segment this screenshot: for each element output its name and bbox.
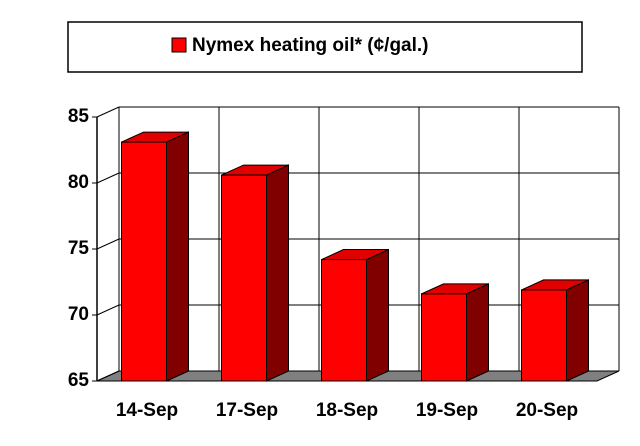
x-tick-label: 20-Sep bbox=[516, 400, 578, 421]
grid-line bbox=[96, 304, 120, 316]
bar-side bbox=[366, 248, 389, 382]
bar-side bbox=[566, 279, 589, 382]
y-tick-label: 85 bbox=[68, 106, 90, 127]
bar-side bbox=[166, 131, 189, 382]
y-tick-label: 75 bbox=[68, 238, 90, 259]
legend-box bbox=[67, 21, 583, 73]
y-tick-label: 65 bbox=[68, 370, 90, 391]
bar-side bbox=[266, 164, 289, 382]
bar bbox=[221, 174, 267, 382]
bar bbox=[421, 293, 467, 382]
grid-line bbox=[96, 238, 120, 250]
x-tick-label: 17-Sep bbox=[216, 400, 278, 421]
legend-label: Nymex heating oil* (¢/gal.) bbox=[192, 35, 429, 56]
y-tick-label: 70 bbox=[68, 304, 89, 325]
grid-line bbox=[96, 172, 120, 184]
bar bbox=[521, 289, 567, 382]
legend-swatch bbox=[171, 37, 187, 53]
grid-line bbox=[96, 106, 120, 118]
x-tick-label: 18-Sep bbox=[316, 400, 378, 421]
bar bbox=[321, 259, 367, 382]
x-tick-label: 19-Sep bbox=[416, 400, 478, 421]
bar bbox=[121, 141, 167, 382]
grid-line bbox=[96, 370, 120, 382]
bar-side bbox=[466, 283, 489, 382]
x-tick-label: 14-Sep bbox=[116, 400, 178, 421]
y-tick-label: 80 bbox=[68, 172, 89, 193]
